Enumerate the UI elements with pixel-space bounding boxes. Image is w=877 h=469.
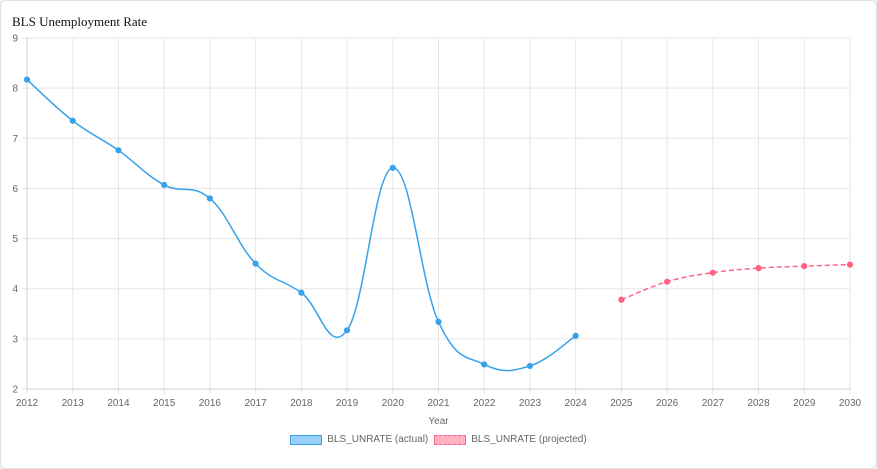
legend-swatch-actual — [290, 434, 323, 445]
x-axis-title: Year — [428, 416, 449, 427]
x-tick-label: 2014 — [107, 398, 130, 409]
data-point-actual — [572, 332, 579, 339]
x-tick-label: 2021 — [427, 398, 450, 409]
x-tick-label: 2016 — [199, 398, 222, 409]
x-tick-label: 2015 — [153, 398, 176, 409]
x-tick-label: 2019 — [336, 398, 359, 409]
data-point-actual — [252, 260, 259, 267]
series-line-actual — [26, 79, 577, 372]
x-tick-label: 2017 — [244, 398, 267, 409]
data-point-actual — [161, 181, 168, 189]
data-point-actual — [481, 361, 488, 368]
legend-swatch-projected — [434, 434, 467, 445]
series-line-projected — [621, 263, 851, 301]
x-tick-label: 2027 — [702, 398, 725, 409]
data-point-actual — [115, 147, 122, 154]
y-tick-label: 5 — [12, 234, 18, 245]
x-tick-label: 2024 — [565, 398, 588, 409]
x-tick-label: 2012 — [16, 398, 39, 409]
x-tick-label: 2020 — [382, 398, 405, 409]
x-tick-label: 2013 — [62, 398, 85, 409]
data-point-projected — [664, 278, 671, 285]
x-tick-label: 2025 — [610, 398, 633, 409]
x-tick-label: 2022 — [473, 398, 496, 409]
y-tick-label: 2 — [12, 385, 18, 396]
data-point-actual — [389, 164, 396, 171]
y-tick-label: 4 — [12, 284, 18, 295]
x-tick-label: 2023 — [519, 398, 542, 409]
chart-title: BLS Unemployment Rate — [12, 14, 148, 29]
data-point-actual — [343, 327, 351, 334]
x-tick-label: 2029 — [793, 398, 816, 409]
data-point-actual — [298, 289, 305, 296]
legend-label-actual: BLS_UNRATE (actual) — [327, 434, 429, 445]
data-point-actual — [69, 117, 76, 124]
y-tick-label: 8 — [12, 84, 18, 95]
data-point-projected — [755, 265, 762, 272]
legend: BLS_UNRATE (actual) BLS_UNRATE (projecte… — [0, 434, 877, 445]
y-tick-label: 3 — [12, 334, 18, 345]
legend-item-projected[interactable]: BLS_UNRATE (projected) — [434, 434, 587, 445]
data-point-actual — [23, 76, 31, 83]
data-point-projected — [801, 263, 808, 270]
data-point-actual — [206, 195, 213, 202]
y-tick-label: 9 — [12, 34, 18, 45]
data-point-actual — [435, 318, 442, 325]
y-tick-label: 7 — [12, 134, 18, 145]
data-point-projected — [846, 261, 854, 268]
x-tick-label: 2030 — [839, 398, 862, 409]
data-point-actual — [526, 362, 534, 370]
legend-label-projected: BLS_UNRATE (projected) — [471, 434, 587, 445]
data-point-projected — [618, 296, 625, 303]
y-tick-label: 6 — [12, 184, 18, 195]
x-tick-label: 2026 — [656, 398, 679, 409]
data-point-projected — [709, 269, 716, 276]
x-tick-label: 2028 — [747, 398, 770, 409]
legend-item-actual[interactable]: BLS_UNRATE (actual) — [290, 434, 428, 445]
x-tick-label: 2018 — [290, 398, 313, 409]
